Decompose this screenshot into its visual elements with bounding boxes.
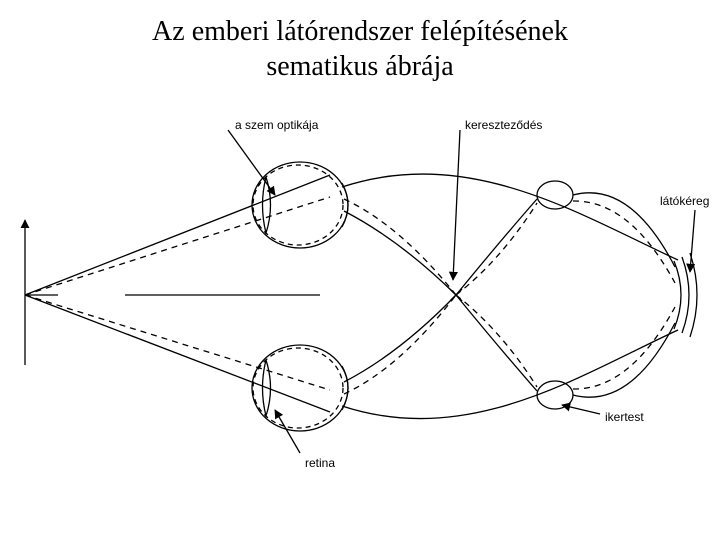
visual-pathway-diagram bbox=[0, 0, 720, 540]
